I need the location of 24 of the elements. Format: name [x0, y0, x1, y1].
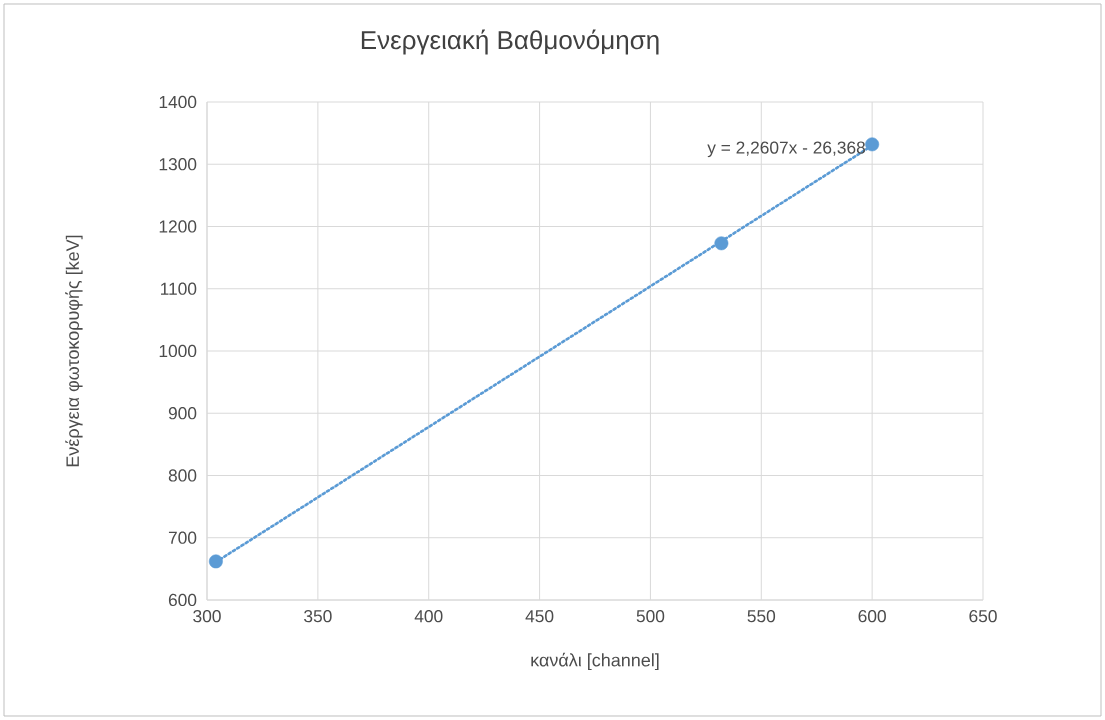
- x-tick-label: 350: [304, 610, 332, 623]
- x-tick-label: 400: [414, 610, 443, 623]
- y-tick-label: 1300: [159, 158, 197, 171]
- x-tick-label: 550: [747, 610, 776, 623]
- y-tick-label: 700: [168, 531, 197, 544]
- x-tick-label: 650: [969, 610, 997, 623]
- x-tick-label: 300: [193, 610, 221, 623]
- y-tick-label: 1100: [161, 282, 197, 295]
- y-tick-label: 1200: [159, 220, 197, 233]
- y-tick-label: 600: [168, 593, 197, 607]
- x-axis-title: κανάλι [channel]: [531, 652, 659, 671]
- y-axis-title: Ενέργεια φωτοκορυφής [keV]: [65, 235, 83, 467]
- annotation: y = 2,2607x - 26,368: [707, 141, 865, 158]
- x-tick-label: 450: [525, 610, 554, 623]
- x-tick-label: 500: [636, 610, 665, 623]
- point: [714, 236, 729, 251]
- point: [208, 554, 223, 569]
- y-tick-label: 800: [168, 469, 197, 482]
- y-tick-label: 1000: [159, 344, 197, 358]
- y-tick-label: 1400: [159, 95, 197, 109]
- chart-title: Ενεργειακή Βαθμονόμηση: [361, 29, 659, 55]
- x-tick-label: 600: [858, 610, 886, 623]
- point: [865, 137, 880, 152]
- y-tick-label: 900: [168, 407, 197, 420]
